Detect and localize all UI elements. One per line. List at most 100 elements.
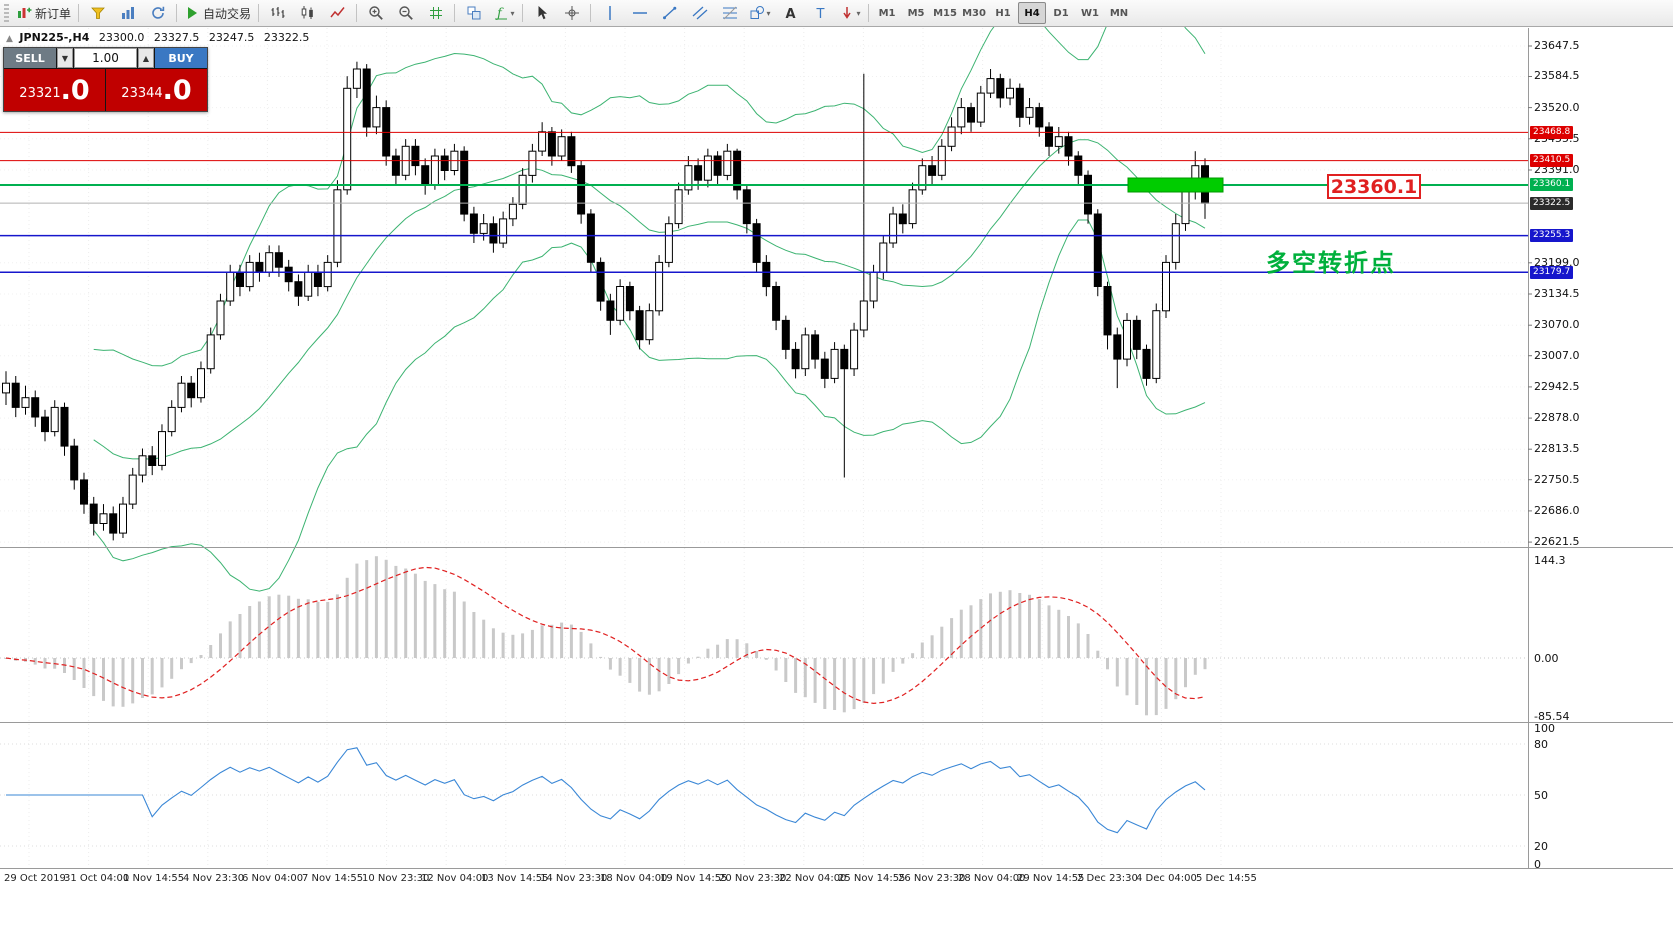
chart-icon [121,7,134,19]
time-axis-label: 29 Nov 14:55 [1017,873,1085,884]
sell-button[interactable]: SELL [4,48,56,68]
crosshair-tool-button[interactable] [557,1,586,25]
rsi-axis-label: 50 [1534,789,1548,802]
time-axis-label: 29 Oct 2019 [4,873,66,884]
hline-icon [632,12,647,14]
shapes-tool-button[interactable]: ▾ [745,1,774,25]
timeframe-m5-button[interactable]: M5 [907,7,925,19]
rsi-axis-label: 100 [1534,722,1555,735]
timeframe-mn-button[interactable]: MN [1109,7,1129,19]
svg-text:f: f [496,7,504,22]
bar-chart-mode-button[interactable] [263,1,292,25]
price-line-badge: 23410.5 [1530,154,1574,167]
sell-price-int: 23321 [19,85,61,101]
channel-icon [692,6,707,20]
zoom-out-icon [398,6,413,20]
horizontal-line-tool-button[interactable] [625,1,654,25]
time-axis-label: 4 Dec 04:00 [1136,873,1197,884]
price-axis-label: 22942.5 [1534,380,1580,393]
time-axis-label: 20 Nov 23:30 [719,873,787,884]
chevron-down-icon: ▾ [510,8,515,18]
toolbar-separator [454,4,456,22]
vline-icon [608,6,611,20]
symbol-info-bar: ▲ JPN225-,H4 23300.0 23327.5 23247.5 233… [6,31,309,44]
navigator-button[interactable] [143,1,172,25]
toolbar-separator [356,4,358,22]
zoom-in-button[interactable] [361,1,390,25]
price-axis-label: 23007.0 [1534,349,1580,362]
buy-price-dec: .0 [162,74,192,106]
timeframe-h4-button[interactable]: H4 [1018,2,1047,24]
grid-toggle-button[interactable] [421,1,450,25]
timeframe-w1-button[interactable]: W1 [1081,7,1100,19]
timeframe-d1-button[interactable]: D1 [1053,7,1069,19]
ohlc-close: 23322.5 [263,31,310,44]
indicators-button[interactable]: f ▾ [489,1,518,25]
timeframe-h1-button[interactable]: H1 [995,7,1011,19]
ohlc-low: 23247.5 [208,31,255,44]
pivot-annotation-text[interactable]: 多空转折点 [1266,249,1396,277]
sell-price-display[interactable]: 23321.0 [4,69,105,111]
arrows-tool-button[interactable]: ▾ [835,1,864,25]
ohlc-high: 23327.5 [153,31,200,44]
price-callout-label[interactable]: 23360.1 [1327,174,1421,199]
vertical-line-tool-button[interactable] [595,1,624,25]
time-axis-label: 25 Nov 14:55 [838,873,906,884]
cursor-tool-button[interactable] [527,1,556,25]
price-axis-label: 23070.0 [1534,318,1580,331]
price-axis-label: 22686.0 [1534,504,1580,517]
time-axis-label: 6 Nov 04:00 [242,873,304,884]
volume-decrease-button[interactable]: ▼ [57,48,73,68]
rsi-axis-label: 80 [1534,738,1548,751]
chart-marker-icon: ▲ [6,34,13,44]
buy-price-int: 23344 [121,85,163,101]
trendline-icon [662,6,676,20]
time-axis-label: 2 Dec 23:30 [1077,873,1138,884]
rsi-axis-label: 20 [1534,840,1548,853]
arrange-windows-button[interactable] [459,1,488,25]
timeframe-m15-button[interactable]: M15 [933,7,957,19]
toolbar-separator [868,4,870,22]
timeframe-m1-button[interactable]: M1 [878,7,896,19]
buy-price-display[interactable]: 23344.0 [106,69,207,111]
time-axis-label: 10 Nov 23:30 [362,873,430,884]
time-axis-label: 7 Nov 14:55 [302,873,364,884]
toolbar-separator [590,4,592,22]
trendline-tool-button[interactable] [655,1,684,25]
zoom-out-button[interactable] [391,1,420,25]
ohlc-open: 23300.0 [98,31,145,44]
buy-button[interactable]: BUY [155,48,207,68]
timeframe-m30-button[interactable]: M30 [962,7,986,19]
volume-input[interactable] [74,48,137,68]
time-axis-label: 13 Nov 14:55 [481,873,549,884]
data-window-button[interactable] [113,1,142,25]
volume-increase-button[interactable]: ▲ [138,48,154,68]
rsi-axis-label: 0 [1534,858,1541,871]
text-tool-button[interactable]: A [775,1,804,25]
label-tool-button[interactable]: T [805,1,834,25]
price-axis-label: 22878.0 [1534,411,1580,424]
new-order-button[interactable]: 新订单 [13,1,74,25]
fibonacci-tool-button[interactable] [715,1,744,25]
macd-axis-label: 144.3 [1534,554,1566,567]
time-axis-label: 5 Dec 14:55 [1196,873,1257,884]
price-axis-label: 23647.5 [1534,39,1580,52]
new-order-label: 新订单 [35,6,72,21]
price-line-badge: 23179.7 [1530,266,1574,279]
line-chart-mode-button[interactable] [323,1,352,25]
price-line-badge: 23360.1 [1530,178,1574,191]
price-axis-label: 23199.0 [1534,256,1580,269]
market-watch-button[interactable] [83,1,112,25]
text-icon: A [785,7,795,21]
channel-tool-button[interactable] [685,1,714,25]
auto-trading-button[interactable]: 自动交易 [181,1,254,25]
symbol-name: JPN225-,H4 [19,31,90,44]
time-axis-label: 14 Nov 23:30 [540,873,608,884]
time-axis-label: 12 Nov 04:00 [421,873,489,884]
new-order-icon [18,7,32,18]
candlestick-mode-button[interactable] [293,1,322,25]
cursor-icon [538,6,547,20]
chevron-down-icon: ▾ [766,8,771,18]
svg-text:A: A [785,7,795,21]
